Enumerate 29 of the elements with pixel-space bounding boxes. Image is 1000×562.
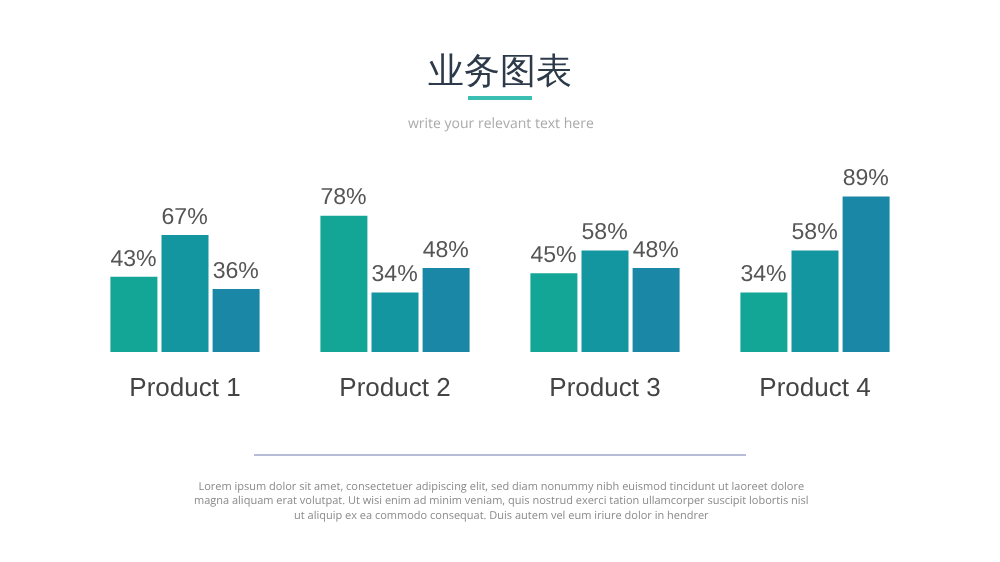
- x-tick-label: Product 4: [759, 372, 871, 402]
- bar: [632, 268, 680, 352]
- x-tick-label: Product 3: [549, 372, 661, 402]
- bar: [530, 273, 578, 352]
- bar: [422, 268, 470, 352]
- data-label: 43%: [110, 247, 157, 272]
- chart-title: 业务图表: [428, 50, 572, 93]
- x-tick-label: Product 2: [339, 372, 451, 402]
- data-label: 67%: [161, 205, 208, 230]
- bar: [842, 196, 890, 352]
- bar: [371, 292, 419, 352]
- data-label: 36%: [212, 259, 259, 284]
- data-label: 34%: [371, 263, 418, 288]
- data-label: 78%: [320, 186, 367, 211]
- bar: [212, 289, 260, 352]
- data-label: 34%: [740, 263, 787, 288]
- bar: [161, 234, 209, 352]
- bar: [581, 250, 629, 352]
- bar: [740, 292, 788, 352]
- bar: [320, 215, 368, 352]
- x-tick-label: Product 1: [129, 372, 241, 402]
- data-label: 58%: [581, 221, 628, 246]
- bar: [110, 276, 158, 352]
- data-label: 45%: [530, 244, 577, 269]
- bar: [791, 250, 839, 352]
- data-label: 58%: [791, 221, 838, 246]
- data-label: 48%: [422, 238, 469, 263]
- data-label: 48%: [632, 238, 679, 263]
- data-label: 89%: [842, 167, 889, 192]
